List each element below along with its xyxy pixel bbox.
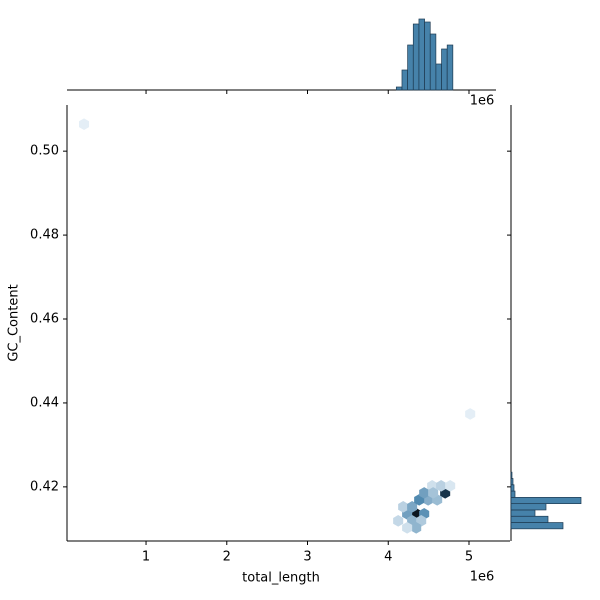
x-axis-label: total_length [242,571,320,586]
x-hist-bar [441,48,448,91]
y-tick-label: 0.42 [30,479,59,494]
x-hist-bar [424,21,431,91]
y-hist-bar [510,503,547,511]
hexbin [419,487,430,499]
hexbin [79,118,90,130]
x-tick-label: 4 [384,550,392,565]
x-hist-bar [429,33,437,91]
y-hist-bar [510,490,516,498]
x-hist-bar [395,86,403,91]
x-offset-label: 1e6 [470,570,495,585]
y-tick-label: 0.46 [30,312,59,327]
x-tick-label: 3 [303,550,311,565]
y-hist-bar [510,497,582,505]
y-hist-bar [510,484,515,492]
hexbin [402,522,413,534]
x-tick-label: 5 [465,550,473,565]
hexbin [393,515,404,527]
y-tick-label: 0.44 [30,395,59,410]
x-hist-bar [435,63,442,91]
hexbin [445,480,456,492]
x-tick-label: 1 [142,550,150,565]
y-hist-bar [510,515,549,523]
hexbin [436,480,447,492]
x-hist-bar [418,18,425,91]
y-tick-label: 0.50 [30,144,59,159]
y-hist-bar [510,471,513,479]
hexbin [398,501,409,513]
x-hist-bar [401,69,408,91]
hexbin [411,522,422,534]
x-hist-bar [412,23,420,91]
y-hist-bar [510,522,564,530]
hexbin [407,501,418,513]
x-hist-bar [446,44,454,91]
y-axis-label: GC_Content [7,284,22,361]
hexbin [465,408,476,420]
x-hist-bar [407,44,414,91]
y-hist-bar [510,478,514,486]
x-tick-label: 2 [223,550,231,565]
x-offset-label-margin: 1e6 [470,94,495,109]
y-tick-label: 0.48 [30,228,59,243]
hexbin [428,487,439,499]
y-hist-bar [510,509,536,517]
